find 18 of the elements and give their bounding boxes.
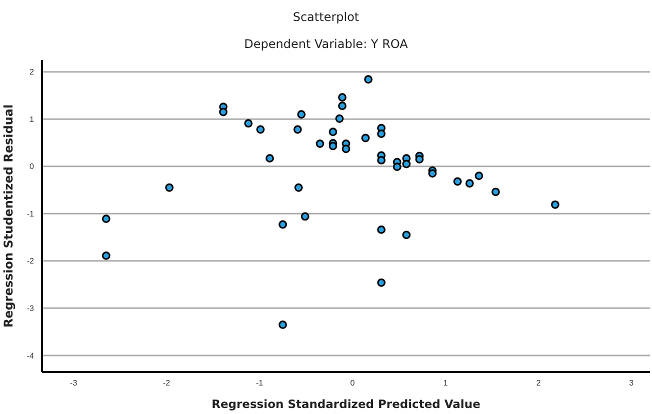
y-tick-label: 1 [30, 114, 35, 124]
x-tick-label: 2 [536, 378, 542, 388]
y-tick-label: -3 [26, 304, 35, 314]
x-tick-label: 3 [629, 378, 634, 388]
y-axis-title: Regression Studentized Residual [1, 104, 16, 328]
x-tick-label: -2 [163, 378, 171, 388]
x-tick-label: 1 [443, 378, 448, 388]
x-tick-label: -3 [70, 378, 78, 388]
y-tick-label: -2 [26, 256, 35, 266]
chart-title: Scatterplot [292, 10, 360, 24]
y-tick-label: 2 [30, 68, 35, 77]
x-axis-title: Regression Standardized Predicted Value [212, 397, 481, 411]
x-tick-label: -1 [256, 378, 264, 388]
y-tick-label: -4 [26, 351, 35, 360]
chart-subtitle: Dependent Variable: Y ROA [243, 37, 409, 51]
x-tick-label: 0 [350, 378, 356, 388]
y-tick-label: 0 [30, 162, 35, 172]
y-tick-label: -1 [26, 209, 35, 218]
